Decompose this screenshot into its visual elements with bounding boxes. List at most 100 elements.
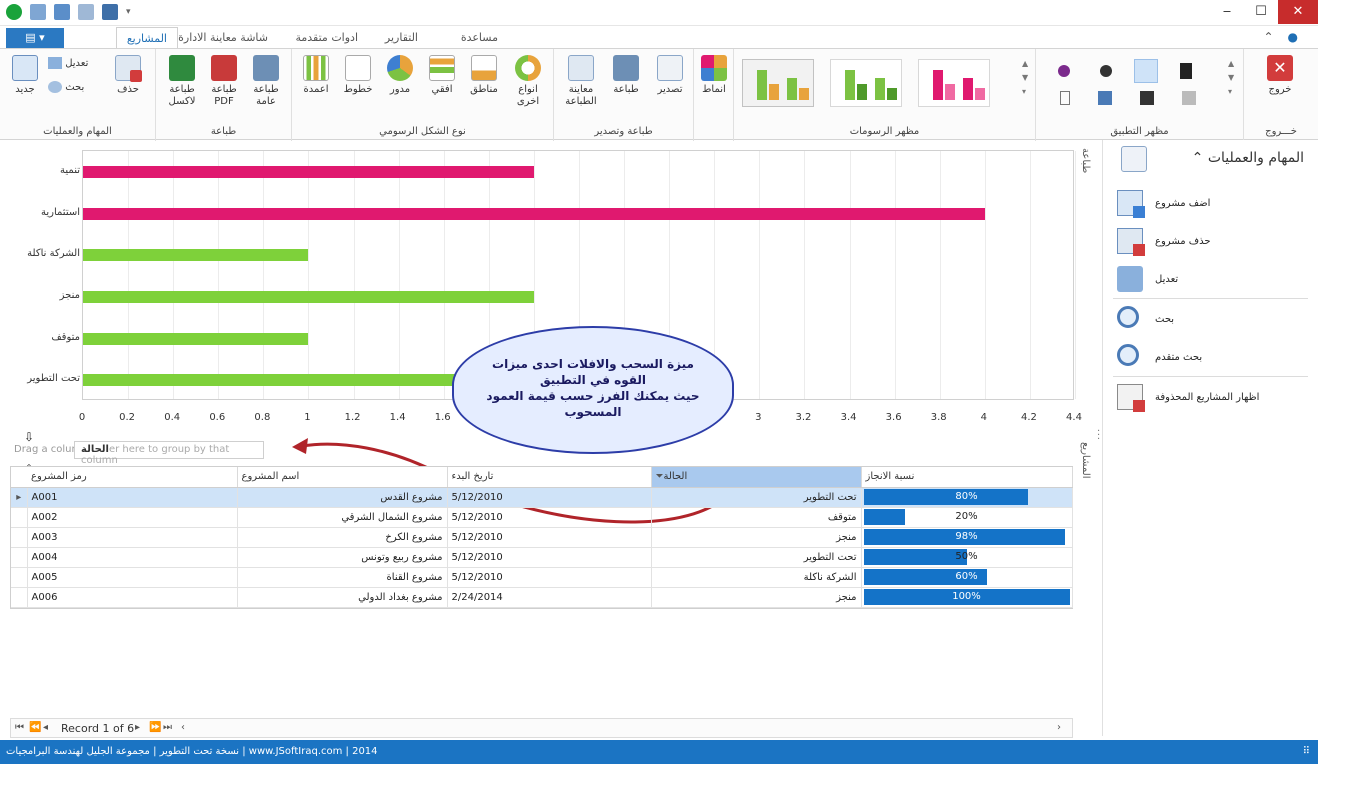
new-doc-icon[interactable] bbox=[30, 4, 46, 20]
table-row[interactable]: A002 مشروع الشمال الشرقي 5/12/2010 متوقف 20% bbox=[11, 507, 1073, 528]
scroll-left-icon[interactable]: ‹ bbox=[181, 722, 185, 733]
task-add-project[interactable]: اضف مشروع bbox=[1117, 190, 1308, 220]
tab-reports[interactable]: التقارير bbox=[384, 31, 418, 44]
prev-page-icon[interactable]: ⏪ bbox=[29, 722, 42, 733]
export-button[interactable]: تصدير bbox=[650, 55, 690, 96]
save-icon[interactable] bbox=[102, 4, 118, 20]
areas-chart-button[interactable]: مناطق bbox=[466, 55, 502, 96]
cell-start-date[interactable]: 5/12/2010 bbox=[447, 487, 652, 508]
row-indicator[interactable] bbox=[11, 507, 28, 528]
next-record-icon[interactable]: ▸ bbox=[135, 722, 141, 733]
lines-chart-button[interactable]: خطوط bbox=[340, 55, 376, 96]
cell-name[interactable]: مشروع ربيع وتونس bbox=[237, 547, 448, 568]
task-show-deleted[interactable]: اظهار المشاريع المحذوفة bbox=[1117, 384, 1308, 414]
close-icon[interactable]: ✕ bbox=[1278, 0, 1318, 24]
task-delete-project[interactable]: حذف مشروع bbox=[1117, 228, 1308, 258]
tab-admin-preview[interactable]: شاشة معاينة الادارة bbox=[178, 31, 268, 44]
cell-code[interactable]: A006 bbox=[27, 587, 238, 608]
cell-name[interactable]: مشروع القناة bbox=[237, 567, 448, 588]
column-header-progress[interactable]: نسبة الانجاز bbox=[861, 467, 1073, 488]
dragged-column-chip[interactable]: الحالةer here to group by that column bbox=[74, 441, 264, 466]
chart-bar[interactable] bbox=[83, 207, 985, 220]
theme-metro-light-icon[interactable] bbox=[1182, 91, 1196, 105]
styles-button[interactable]: انماط bbox=[698, 55, 730, 96]
tasks-panel-header[interactable]: المهام والعمليات ⌃ bbox=[1191, 150, 1304, 166]
task-edit[interactable]: تعديل bbox=[1117, 266, 1308, 296]
cell-name[interactable]: مشروع الشمال الشرقي bbox=[237, 507, 448, 528]
cell-name[interactable]: مشروع الكرخ bbox=[237, 527, 448, 548]
cell-status[interactable]: منجز bbox=[651, 587, 862, 608]
prev-record-icon[interactable]: ◂ bbox=[43, 722, 49, 733]
print-pdf-button[interactable]: طباعة PDF bbox=[204, 55, 244, 108]
tab-help[interactable]: مساعدة bbox=[460, 31, 498, 44]
cell-start-date[interactable]: 5/12/2010 bbox=[447, 527, 652, 548]
theme-metro-dark-icon[interactable] bbox=[1140, 91, 1154, 105]
cell-progress[interactable]: 20% bbox=[861, 507, 1073, 528]
row-indicator[interactable] bbox=[11, 567, 28, 588]
table-row[interactable]: ▸ A001 مشروع القدس 5/12/2010 تحت التطوير 80% bbox=[11, 487, 1073, 508]
cell-progress[interactable]: 60% bbox=[861, 567, 1073, 588]
resize-grip-icon[interactable]: ⠿ bbox=[1302, 746, 1310, 757]
print-general-button[interactable]: طباعة عامة bbox=[246, 55, 286, 108]
row-indicator[interactable]: ▸ bbox=[11, 487, 28, 508]
task-advanced-search[interactable]: بحث متقدم bbox=[1117, 344, 1308, 374]
column-header-status[interactable]: الحالة ⏷ bbox=[651, 467, 862, 488]
qat-dropdown-icon[interactable]: ▾ bbox=[126, 7, 131, 17]
file-menu-button[interactable]: ▤ ▾ bbox=[6, 28, 64, 48]
theme-office-dark-icon[interactable] bbox=[1058, 65, 1070, 77]
theme-office-gray-icon[interactable] bbox=[1060, 91, 1070, 105]
theme-metro-icon[interactable] bbox=[1098, 91, 1112, 105]
table-row[interactable]: A004 مشروع ربيع وتونس 5/12/2010 تحت التطوير… bbox=[11, 547, 1073, 568]
filter-icon[interactable]: ⏷ bbox=[655, 471, 664, 483]
theme-office-white-icon[interactable] bbox=[1180, 63, 1192, 79]
delete-button[interactable]: حذف bbox=[112, 55, 144, 96]
cell-status[interactable]: منجز bbox=[651, 527, 862, 548]
print-preview-button[interactable]: معاينة الطباعة bbox=[560, 55, 602, 108]
splitter-handle-icon[interactable]: · · · bbox=[1097, 426, 1101, 445]
row-indicator[interactable] bbox=[11, 547, 28, 568]
side-tab-projects[interactable]: المشاريع bbox=[1080, 442, 1091, 479]
maximize-icon[interactable]: ☐ bbox=[1255, 4, 1267, 19]
help-icon[interactable]: ● bbox=[1287, 30, 1298, 44]
gallery-scroll-icon[interactable]: ▲ ▼ ▾ bbox=[1022, 59, 1029, 96]
chart-bar[interactable] bbox=[83, 332, 309, 345]
chart-bar[interactable] bbox=[83, 165, 534, 178]
side-tab-printing[interactable]: طباعة bbox=[1080, 148, 1091, 174]
next-page-icon[interactable]: ⏩ bbox=[149, 722, 162, 733]
cell-code[interactable]: A003 bbox=[27, 527, 238, 548]
search-button[interactable]: بحث bbox=[48, 81, 98, 94]
row-indicator[interactable] bbox=[11, 587, 28, 608]
app-look-scroll-icon[interactable]: ▲ ▼ ▾ bbox=[1228, 59, 1235, 96]
pie-chart-button[interactable]: مدور bbox=[382, 55, 418, 96]
table-row[interactable]: A006 مشروع بغداد الدولي 2/24/2014 منجز 100% bbox=[11, 587, 1073, 608]
other-charts-button[interactable]: انواع اخرى bbox=[508, 55, 548, 108]
theme-office-blue-icon[interactable] bbox=[1134, 59, 1158, 83]
cell-name[interactable]: مشروع بغداد الدولي bbox=[237, 587, 448, 608]
column-header-name[interactable]: اسم المشروع bbox=[237, 467, 448, 488]
cell-status[interactable]: الشركة ناكلة bbox=[651, 567, 862, 588]
chart-bar[interactable] bbox=[83, 290, 534, 303]
table-row[interactable]: A003 مشروع الكرخ 5/12/2010 منجز 98% bbox=[11, 527, 1073, 548]
cell-progress[interactable]: 100% bbox=[861, 587, 1073, 608]
first-record-icon[interactable]: ⏮ bbox=[15, 722, 24, 733]
cell-status[interactable]: تحت التطوير bbox=[651, 547, 862, 568]
cell-start-date[interactable]: 5/12/2010 bbox=[447, 547, 652, 568]
collapse-ribbon-icon[interactable]: ⌃ bbox=[1263, 30, 1274, 44]
tab-projects[interactable]: المشاريع bbox=[115, 27, 178, 49]
column-header-code[interactable]: رمز المشروع bbox=[27, 467, 238, 488]
chart-style-green[interactable] bbox=[830, 59, 902, 107]
chart-style-green-orange[interactable] bbox=[742, 59, 814, 107]
chart-bar[interactable] bbox=[83, 249, 309, 262]
chart-bar[interactable] bbox=[83, 374, 534, 387]
last-record-icon[interactable]: ⏭ bbox=[163, 722, 172, 733]
theme-office-black-icon[interactable] bbox=[1100, 65, 1112, 77]
cell-start-date[interactable]: 2/24/2014 bbox=[447, 587, 652, 608]
cell-code[interactable]: A002 bbox=[27, 507, 238, 528]
row-indicator[interactable] bbox=[11, 527, 28, 548]
cell-progress[interactable]: 50% bbox=[861, 547, 1073, 568]
cell-status[interactable]: تحت التطوير bbox=[651, 487, 862, 508]
columns-chart-button[interactable]: اعمدة bbox=[298, 55, 334, 96]
cell-start-date[interactable]: 5/12/2010 bbox=[447, 567, 652, 588]
chart-style-pink[interactable] bbox=[918, 59, 990, 107]
cell-code[interactable]: A001 bbox=[27, 487, 238, 508]
